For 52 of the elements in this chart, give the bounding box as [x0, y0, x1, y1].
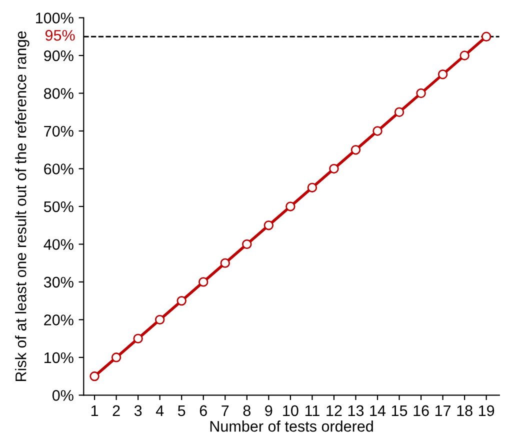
point	[133, 334, 143, 344]
x-tick-label: 9	[265, 405, 272, 416]
y-tick-label: 60%	[44, 164, 74, 174]
point	[438, 70, 448, 80]
x-tick-label: 16	[414, 405, 429, 416]
x-tick-label: 12	[326, 405, 342, 416]
x-axis-title: Number of tests ordered	[210, 420, 373, 432]
x-tick-label: 7	[222, 405, 229, 416]
x-tick-label: 6	[200, 405, 207, 416]
y-tick-label: 80%	[44, 88, 74, 99]
x-tick-label: 2	[112, 405, 120, 416]
point	[350, 144, 361, 155]
x-tick-label: 14	[370, 405, 386, 416]
point	[460, 50, 470, 60]
point	[154, 314, 165, 325]
x-tick-label: 19	[479, 405, 494, 416]
ref-line-label: 95%	[45, 30, 75, 41]
x-tick-label: 4	[156, 405, 164, 416]
x-tick-label: 1	[91, 405, 98, 416]
x-tick-label: 11	[305, 405, 320, 416]
x-tick-label: 8	[243, 405, 250, 416]
x-tick-label: 15	[392, 405, 408, 416]
x-tick-label: 13	[348, 405, 364, 416]
point	[242, 239, 252, 250]
y-tick-label: 90%	[44, 50, 74, 62]
x-tick-label: 5	[178, 405, 186, 416]
point	[198, 277, 208, 287]
point	[416, 88, 426, 98]
y-tick-label: 50%	[44, 201, 74, 212]
y-tick-label: 100%	[36, 12, 74, 24]
x-tick-label: 17	[435, 405, 451, 416]
point	[329, 164, 339, 174]
point	[264, 220, 274, 230]
y-axis-title: Risk of at least one result out of the reference range	[15, 31, 30, 381]
point	[307, 182, 318, 192]
y-tick-label: 0%	[52, 390, 74, 401]
x-tick-label: 3	[134, 405, 142, 416]
x-tick-label: 10	[283, 405, 298, 416]
point	[90, 371, 100, 382]
y-tick-label: 10%	[44, 352, 74, 364]
y-tick-label: 30%	[44, 276, 74, 288]
point	[481, 32, 492, 42]
point	[394, 107, 404, 117]
point	[111, 352, 122, 362]
y-tick-label: 40%	[44, 239, 74, 250]
point	[286, 202, 296, 212]
point	[176, 296, 186, 306]
y-tick-label: 20%	[44, 314, 74, 326]
y-tick-label: 70%	[44, 126, 74, 137]
point	[220, 258, 230, 268]
x-tick-label: 18	[457, 405, 472, 416]
point	[372, 126, 382, 136]
